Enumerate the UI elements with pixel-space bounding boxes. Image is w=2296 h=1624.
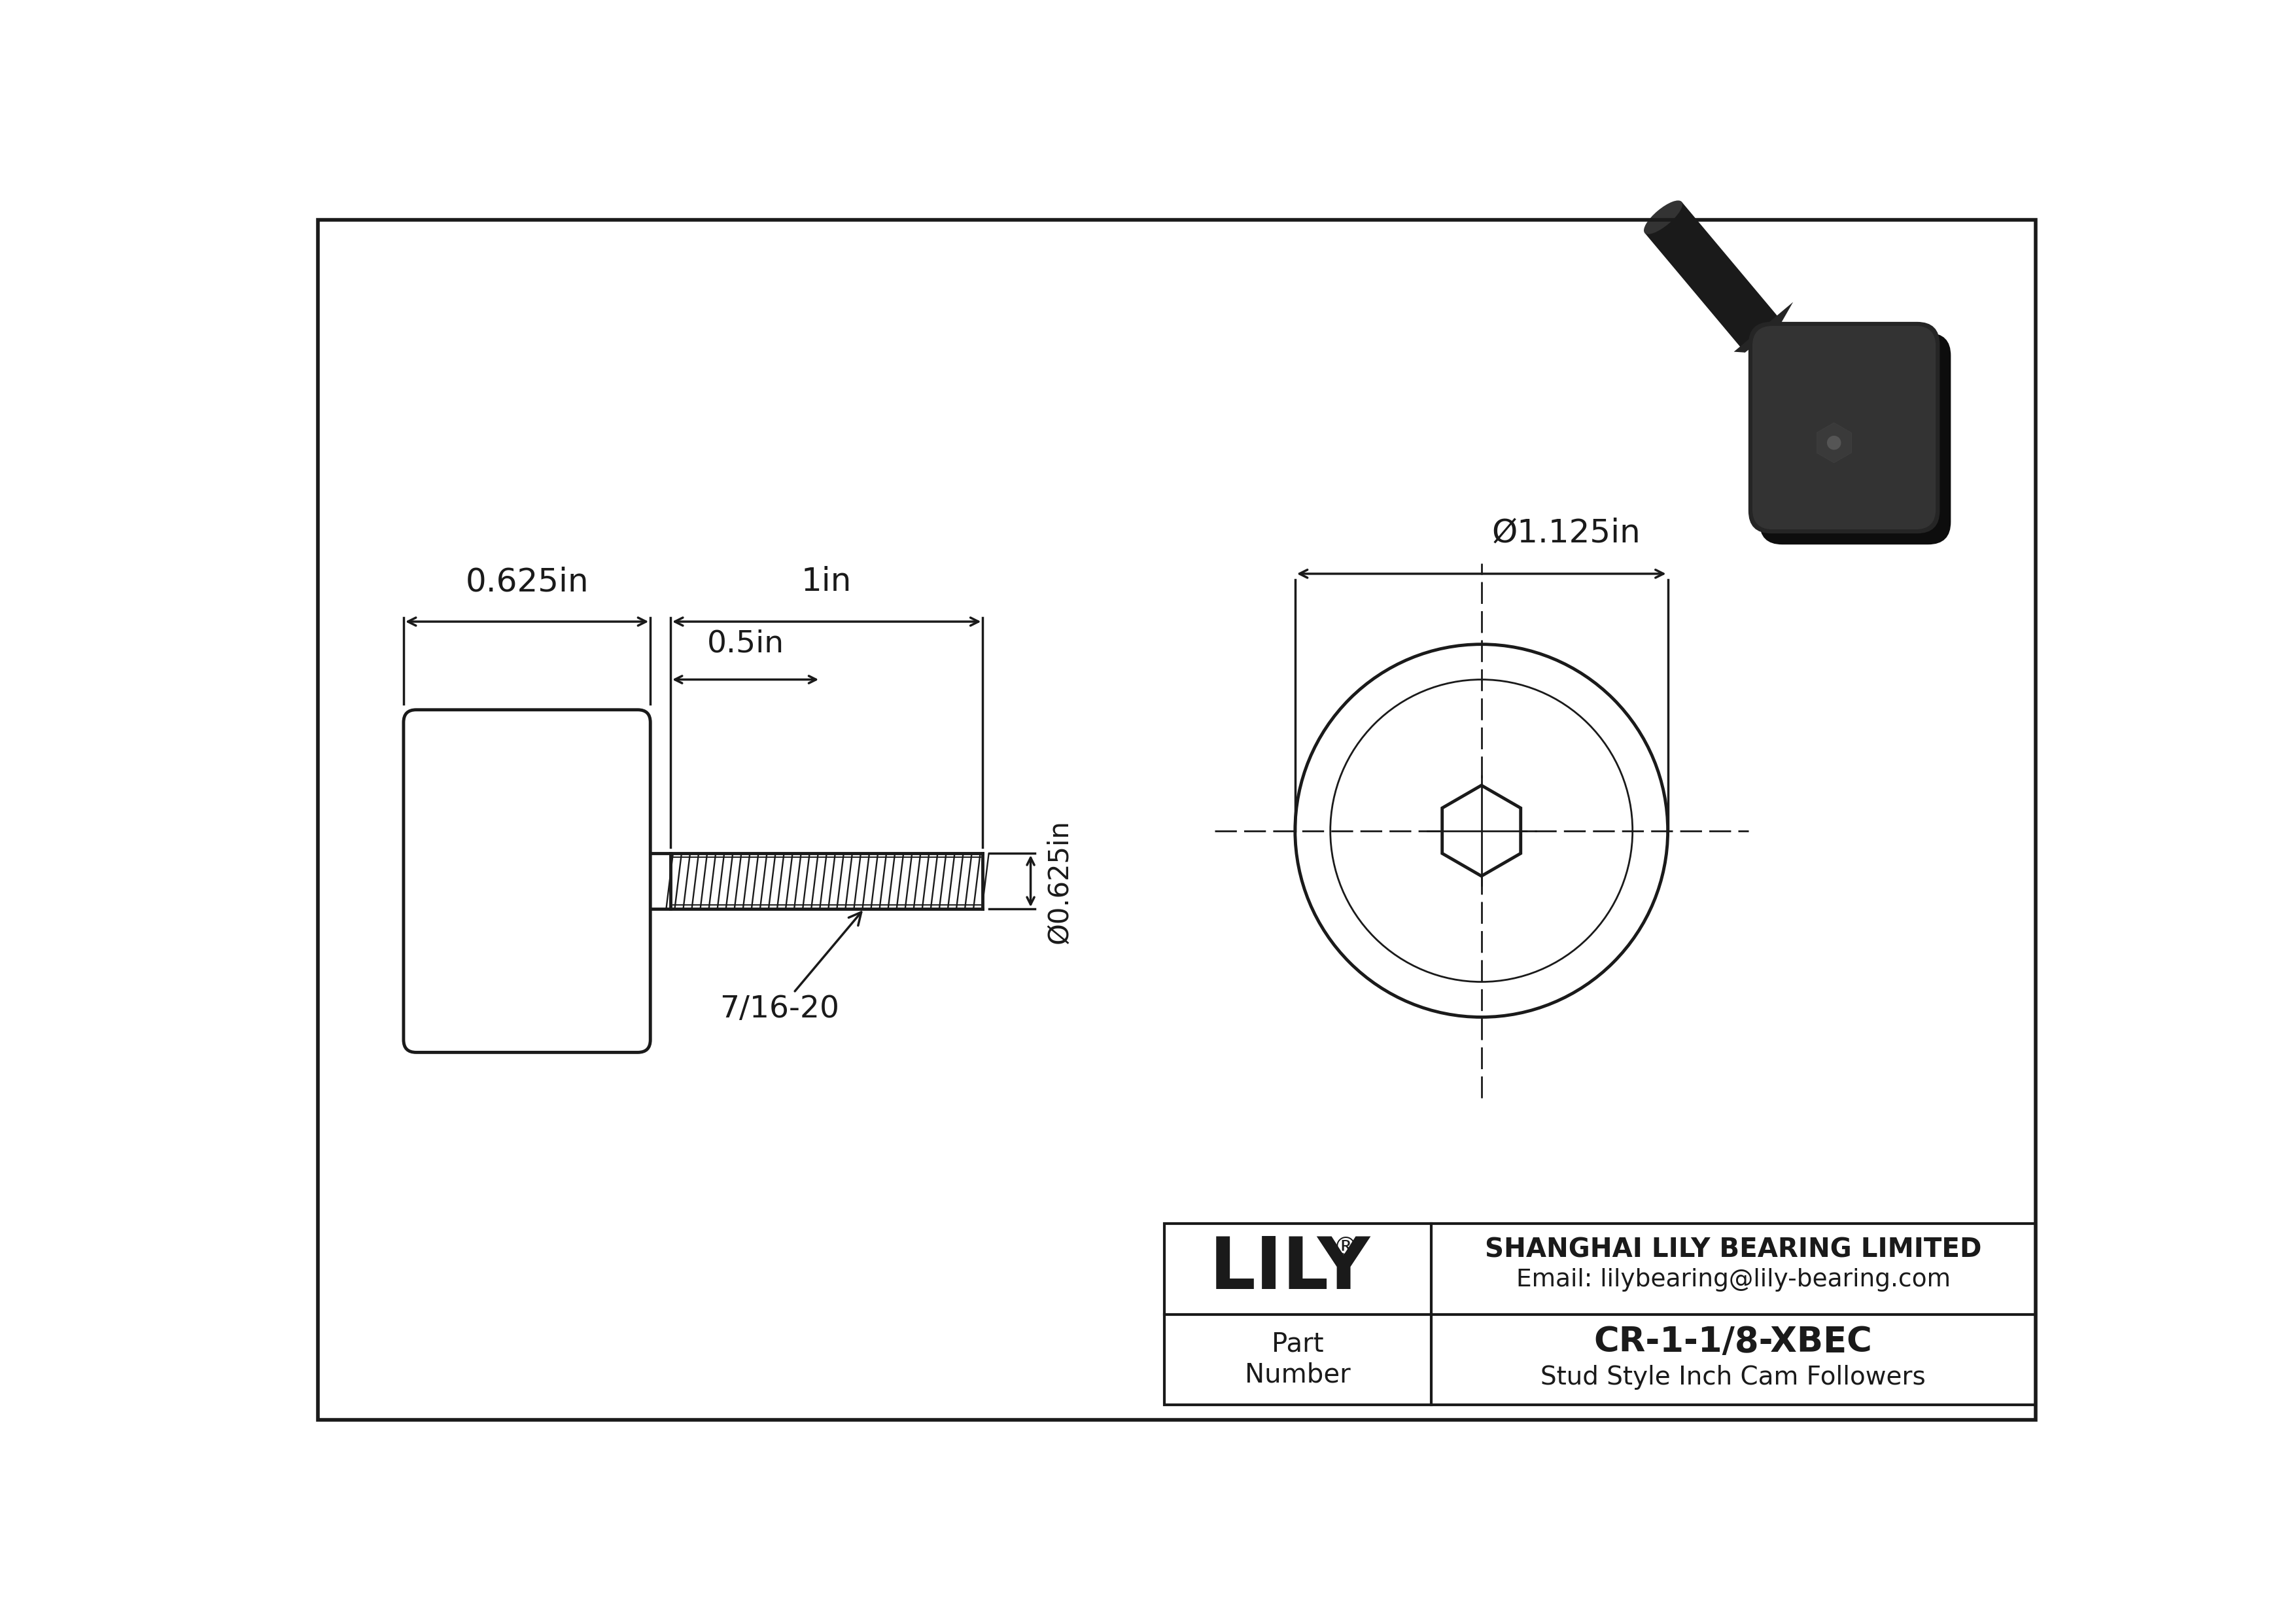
Text: Stud Style Inch Cam Followers: Stud Style Inch Cam Followers	[1541, 1364, 1926, 1390]
Text: 1in: 1in	[801, 567, 852, 598]
Text: 7/16-20: 7/16-20	[721, 913, 861, 1023]
Text: Ø1.125in: Ø1.125in	[1492, 516, 1639, 549]
Text: LILY: LILY	[1210, 1234, 1371, 1304]
Polygon shape	[1816, 422, 1851, 463]
Circle shape	[1288, 637, 1676, 1025]
Bar	[1164, 1223, 2037, 1405]
FancyBboxPatch shape	[1747, 322, 1940, 533]
Text: Part
Number: Part Number	[1244, 1332, 1350, 1389]
Text: ®: ®	[1332, 1236, 1359, 1260]
Bar	[670, 853, 983, 909]
FancyBboxPatch shape	[404, 710, 650, 1052]
FancyBboxPatch shape	[1759, 333, 1952, 544]
FancyBboxPatch shape	[1752, 326, 1936, 529]
Text: 0.625in: 0.625in	[466, 567, 588, 598]
Text: CR-1-1/8-XBEC: CR-1-1/8-XBEC	[1593, 1325, 1874, 1359]
Text: Email: lilybearing@lily-bearing.com: Email: lilybearing@lily-bearing.com	[1515, 1268, 1949, 1291]
Polygon shape	[1442, 786, 1520, 875]
Polygon shape	[1644, 201, 1782, 352]
Polygon shape	[1733, 302, 1793, 352]
Circle shape	[1295, 645, 1667, 1017]
Text: Ø0.625in: Ø0.625in	[1045, 818, 1072, 944]
Text: 0.5in: 0.5in	[707, 628, 783, 658]
Circle shape	[1828, 435, 1841, 450]
Circle shape	[1329, 679, 1632, 983]
Ellipse shape	[1644, 200, 1683, 234]
Text: SHANGHAI LILY BEARING LIMITED: SHANGHAI LILY BEARING LIMITED	[1486, 1237, 1981, 1263]
Polygon shape	[1816, 422, 1851, 463]
